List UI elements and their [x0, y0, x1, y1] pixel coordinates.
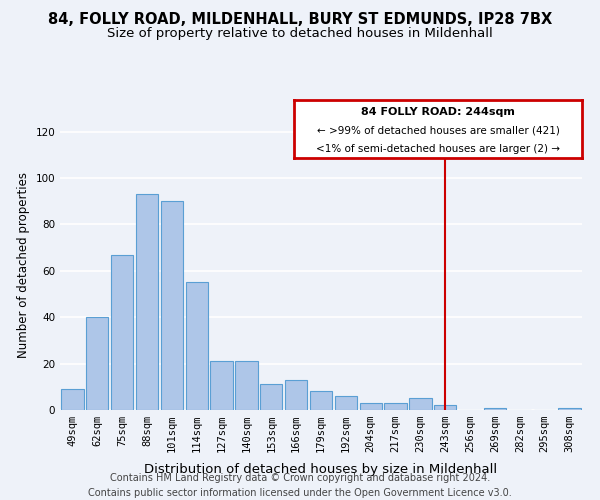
Bar — [211, 362, 233, 410]
Bar — [434, 406, 457, 410]
Bar — [61, 389, 83, 410]
Bar — [136, 194, 158, 410]
Bar — [185, 282, 208, 410]
Bar — [111, 254, 133, 410]
Y-axis label: Number of detached properties: Number of detached properties — [17, 172, 30, 358]
Bar — [484, 408, 506, 410]
Bar — [86, 317, 109, 410]
Text: 84, FOLLY ROAD, MILDENHALL, BURY ST EDMUNDS, IP28 7BX: 84, FOLLY ROAD, MILDENHALL, BURY ST EDMU… — [48, 12, 552, 28]
Text: Contains HM Land Registry data © Crown copyright and database right 2024.
Contai: Contains HM Land Registry data © Crown c… — [88, 472, 512, 498]
Bar — [260, 384, 283, 410]
Bar — [335, 396, 357, 410]
Text: <1% of semi-detached houses are larger (2) →: <1% of semi-detached houses are larger (… — [316, 144, 560, 154]
Bar — [559, 408, 581, 410]
Text: ← >99% of detached houses are smaller (421): ← >99% of detached houses are smaller (4… — [317, 126, 559, 136]
Bar — [235, 362, 257, 410]
Bar — [285, 380, 307, 410]
Bar — [310, 392, 332, 410]
Bar — [409, 398, 431, 410]
Text: Size of property relative to detached houses in Mildenhall: Size of property relative to detached ho… — [107, 28, 493, 40]
Text: 84 FOLLY ROAD: 244sqm: 84 FOLLY ROAD: 244sqm — [361, 107, 515, 117]
Bar — [161, 201, 183, 410]
X-axis label: Distribution of detached houses by size in Mildenhall: Distribution of detached houses by size … — [145, 464, 497, 476]
Bar — [359, 403, 382, 410]
Bar — [385, 403, 407, 410]
